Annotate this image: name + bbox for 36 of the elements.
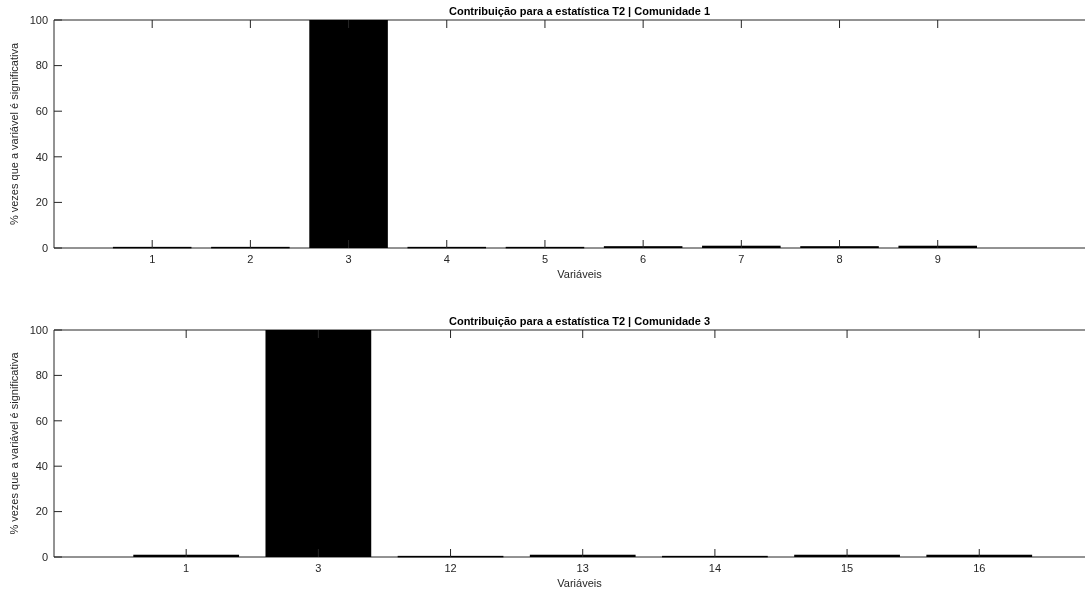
y-tick-label: 20 bbox=[35, 505, 48, 518]
x-tick-label: 1 bbox=[183, 562, 190, 574]
x-tick-label: 9 bbox=[934, 253, 941, 265]
y-tick-label: 100 bbox=[29, 323, 48, 336]
y-tick-label: 60 bbox=[35, 414, 48, 427]
x-tick-label: 15 bbox=[840, 562, 854, 574]
y-axis-title: % vezes que a variável é significativa bbox=[8, 351, 20, 535]
y-tick-label: 0 bbox=[41, 550, 48, 563]
y-tick-label: 80 bbox=[35, 369, 48, 382]
y-tick-label: 40 bbox=[35, 150, 48, 163]
y-tick-label: 80 bbox=[35, 59, 48, 72]
y-tick-label: 60 bbox=[35, 105, 48, 118]
x-axis-title: Variáveis bbox=[557, 268, 603, 280]
x-tick-label: 6 bbox=[640, 253, 647, 265]
chart-title: Contribuição para a estatística T2 | Comunidade 1 bbox=[448, 5, 711, 17]
x-tick-label: 2 bbox=[247, 253, 254, 265]
y-axis-title: % vezes que a variável é significativa bbox=[8, 42, 20, 226]
x-tick-label: 12 bbox=[444, 562, 457, 574]
x-tick-label: 13 bbox=[576, 562, 589, 574]
x-tick-label: 3 bbox=[345, 253, 352, 265]
y-tick-label: 20 bbox=[35, 196, 48, 209]
bar bbox=[265, 330, 372, 557]
x-tick-label: 5 bbox=[541, 253, 549, 265]
x-tick-label: 14 bbox=[708, 562, 722, 574]
y-tick-label: 100 bbox=[29, 13, 48, 26]
x-tick-label: 16 bbox=[973, 562, 986, 574]
x-tick-label: 8 bbox=[836, 253, 843, 265]
bar bbox=[309, 20, 388, 248]
x-tick-label: 4 bbox=[443, 253, 450, 265]
x-tick-label: 7 bbox=[738, 253, 745, 265]
x-tick-label: 1 bbox=[149, 253, 156, 265]
x-tick-label: 3 bbox=[315, 562, 322, 574]
y-tick-label: 40 bbox=[35, 460, 48, 473]
chart-title: Contribuição para a estatística T2 | Comunidade 3 bbox=[448, 315, 711, 327]
y-tick-label: 0 bbox=[41, 241, 48, 254]
x-axis-title: Variáveis bbox=[557, 577, 603, 589]
